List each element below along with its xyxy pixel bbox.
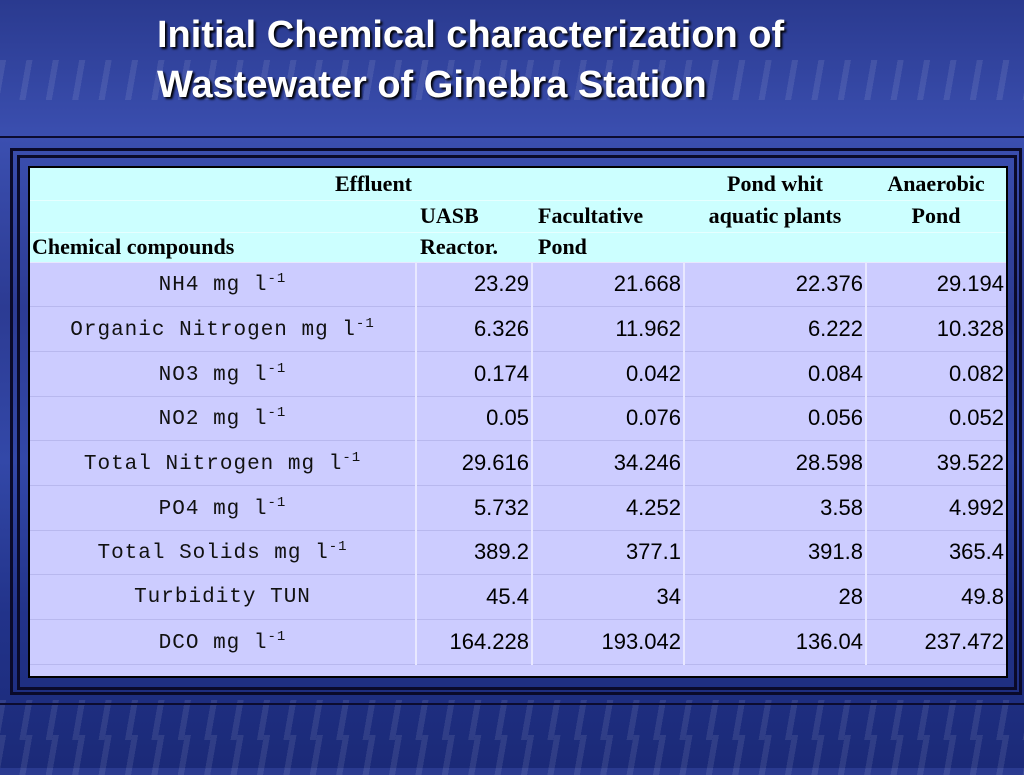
unit-exponent: -1	[267, 360, 287, 377]
unit-exponent: -1	[267, 271, 287, 288]
unit-exponent: -1	[342, 450, 362, 467]
table-row: Organic Nitrogen mg l-1 6.326 11.962 6.222 1…	[30, 306, 1006, 352]
value-uasb: 6.326	[415, 306, 532, 352]
unit-exponent: -1	[267, 628, 287, 645]
compound-label: Total Nitrogen mg l-1	[30, 440, 416, 486]
value-facultative: 0.076	[531, 395, 684, 442]
compound-name: Turbidity TUN	[134, 585, 311, 609]
value-facultative: 34	[531, 574, 684, 620]
value-uasb: 164.228	[415, 619, 532, 665]
value-anaerobic: 10.328	[865, 306, 1006, 352]
value-anaerobic: 0.082	[865, 350, 1006, 397]
value-anaerobic: 237.472	[865, 619, 1006, 665]
compound-name: Organic Nitrogen mg l	[70, 319, 356, 343]
value-facultative: 193.042	[531, 619, 684, 665]
header-facultative-line-2: Pond	[532, 231, 684, 262]
value-uasb: 45.4	[415, 574, 532, 620]
value-plants: 28.598	[683, 440, 866, 486]
unit-exponent: -1	[328, 539, 348, 556]
value-uasb: 389.2	[415, 529, 532, 576]
header-facultative-line-1: Facultative	[532, 199, 684, 232]
value-facultative: 0.042	[531, 350, 684, 397]
value-plants: 3.58	[683, 484, 866, 531]
value-plants: 136.04	[683, 619, 866, 665]
compound-label: NO3 mg l-1	[30, 350, 416, 397]
value-anaerobic: 39.522	[865, 440, 1006, 486]
value-anaerobic: 0.052	[865, 395, 1006, 442]
value-facultative: 11.962	[531, 306, 684, 352]
header-anaerobic-line-2: Pond	[866, 199, 1006, 232]
table-row: NO3 mg l-1 0.174 0.042 0.084 0.082	[30, 350, 1006, 397]
value-anaerobic: 365.4	[865, 529, 1006, 576]
value-facultative: 4.252	[531, 484, 684, 531]
table-frame-outer	[10, 148, 1022, 695]
unit-exponent: -1	[267, 405, 287, 422]
value-facultative: 21.668	[531, 261, 684, 308]
value-uasb: 0.174	[415, 350, 532, 397]
value-anaerobic: 29.194	[865, 261, 1006, 308]
slide-title-line-2: Wastewater of Ginebra Station	[157, 64, 707, 106]
compound-label: DCO mg l-1	[30, 619, 416, 665]
table-row: PO4 mg l-1 5.732 4.252 3.58 4.992	[30, 484, 1006, 531]
header-uasb-line-1: UASB	[416, 199, 532, 232]
table-row: Total Solids mg l-1 389.2 377.1 391.8 365.4	[30, 529, 1006, 576]
value-plants: 22.376	[683, 261, 866, 308]
value-uasb: 23.29	[415, 261, 532, 308]
table-frame-inner	[17, 155, 1017, 690]
value-plants: 28	[683, 574, 866, 620]
compound-label: NH4 mg l-1	[30, 261, 416, 308]
value-uasb: 29.616	[415, 440, 532, 486]
chemical-table: Effluent Pond whit Anaerobic UASB Facult…	[28, 166, 1008, 678]
table-row: DCO mg l-1 164.228 193.042 136.04 237.472	[30, 619, 1006, 665]
value-plants: 0.056	[683, 395, 866, 442]
table-row: NH4 mg l-1 23.29 21.668 22.376 29.194	[30, 261, 1006, 308]
chemical-compounds-header: Chemical compounds	[30, 231, 416, 262]
table-row: Total Nitrogen mg l-1 29.616 34.246 28.598 3…	[30, 440, 1006, 486]
compound-label: PO4 mg l-1	[30, 484, 416, 531]
value-facultative: 34.246	[531, 440, 684, 486]
unit-exponent: -1	[267, 494, 287, 511]
compound-label: Organic Nitrogen mg l-1	[30, 306, 416, 352]
compound-name: Total Solids mg l	[97, 542, 329, 566]
compound-name: DCO mg l	[158, 631, 268, 655]
value-plants: 0.084	[683, 350, 866, 397]
unit-exponent: -1	[355, 316, 375, 333]
divider	[0, 703, 1024, 705]
value-uasb: 0.05	[415, 395, 532, 442]
header-uasb-line-2: Reactor.	[416, 231, 532, 262]
slide-title-line-1: Initial Chemical characterization of	[157, 14, 785, 56]
compound-label: Total Solids mg l-1	[30, 529, 416, 576]
compound-name: PO4 mg l	[158, 497, 268, 521]
header-anaerobic-line-1: Anaerobic	[866, 168, 1006, 200]
divider	[0, 136, 1024, 138]
compound-name: Total Nitrogen mg l	[83, 453, 343, 477]
value-anaerobic: 49.8	[865, 574, 1006, 620]
effluent-header: Effluent	[30, 168, 416, 200]
header-pond-plants-line-1: Pond whit	[684, 168, 866, 200]
slide-title: Initial Chemical characterization of Was…	[157, 10, 977, 110]
compound-label: Turbidity TUN	[30, 574, 416, 620]
value-facultative: 377.1	[531, 529, 684, 576]
value-plants: 6.222	[683, 306, 866, 352]
compound-name: NH4 mg l	[158, 274, 268, 298]
value-plants: 391.8	[683, 529, 866, 576]
table-row: Turbidity TUN 45.4 34 28 49.8	[30, 574, 1006, 620]
value-uasb: 5.732	[415, 484, 532, 531]
value-anaerobic: 4.992	[865, 484, 1006, 531]
compound-name: NO3 mg l	[158, 363, 268, 387]
compound-label: NO2 mg l-1	[30, 395, 416, 442]
table-row: NO2 mg l-1 0.05 0.076 0.056 0.052	[30, 395, 1006, 442]
header-pond-plants-line-2: aquatic plants	[684, 199, 866, 232]
compound-name: NO2 mg l	[158, 408, 268, 432]
